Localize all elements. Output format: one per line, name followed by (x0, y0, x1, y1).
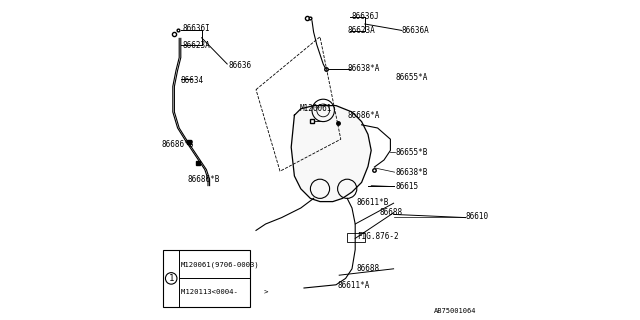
Polygon shape (291, 106, 371, 202)
Text: 86611*A: 86611*A (338, 281, 370, 290)
Text: 86636I: 86636I (182, 24, 210, 33)
Bar (163, 250, 250, 307)
Text: 86688: 86688 (380, 208, 403, 217)
Text: 86655*A: 86655*A (396, 73, 428, 82)
Text: 1: 1 (168, 274, 174, 283)
Text: 86638*A: 86638*A (347, 64, 380, 73)
Text: 86611*B: 86611*B (357, 198, 389, 207)
Text: 86686*B: 86686*B (187, 175, 220, 184)
Text: 86623A: 86623A (347, 26, 375, 35)
Text: AB75001064: AB75001064 (435, 308, 477, 314)
Text: M120113<0004-      >: M120113<0004- > (181, 289, 268, 295)
Text: M120061(9706-0003): M120061(9706-0003) (181, 262, 260, 268)
Text: 86610: 86610 (466, 212, 489, 221)
Text: 86636J: 86636J (351, 12, 379, 20)
Text: 86655*B: 86655*B (396, 148, 428, 157)
Text: 86688: 86688 (357, 264, 380, 273)
Text: 86615: 86615 (396, 182, 419, 191)
Text: FIG.876-2: FIG.876-2 (357, 232, 399, 241)
Text: 86634: 86634 (181, 76, 204, 84)
Text: 86636A: 86636A (402, 26, 429, 35)
Text: M120061: M120061 (300, 104, 332, 113)
Text: 86686*B: 86686*B (161, 140, 194, 149)
Text: 86636: 86636 (229, 61, 252, 70)
Text: 86623A: 86623A (182, 41, 210, 50)
Text: 86686*A: 86686*A (347, 111, 380, 120)
FancyBboxPatch shape (347, 233, 365, 242)
Text: 86638*B: 86638*B (396, 168, 428, 177)
